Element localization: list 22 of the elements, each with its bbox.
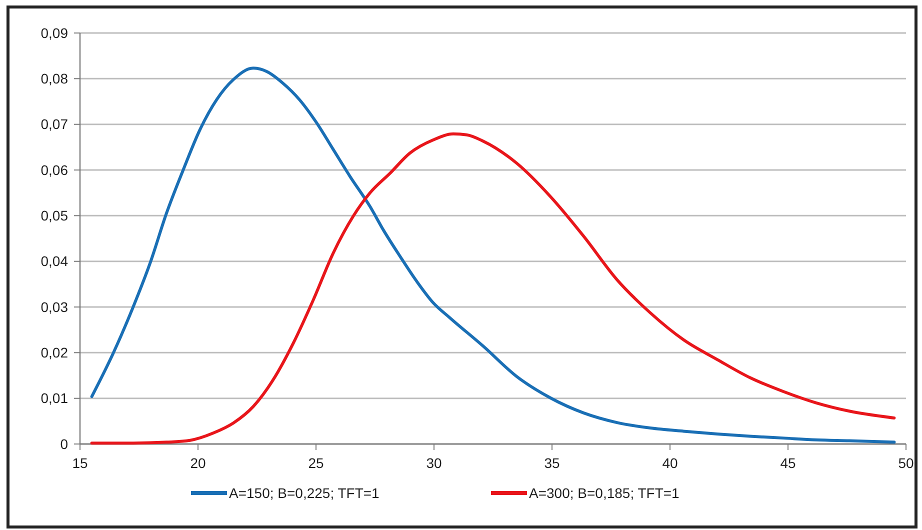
x-tick-label: 15: [72, 455, 88, 471]
y-tick-label: 0,08: [40, 70, 68, 87]
y-tick-label: 0: [60, 436, 68, 452]
y-tick-label: 0,04: [40, 253, 68, 270]
x-tick-label: 50: [898, 455, 914, 471]
x-tick-label: 45: [780, 455, 796, 471]
x-tick-label: 25: [308, 455, 324, 471]
x-tick-label: 30: [426, 455, 442, 471]
y-tick-label: 0,01: [40, 390, 68, 406]
x-tick-label: 35: [544, 455, 560, 471]
legend-label: A=150; B=0,225; TFT=1: [229, 484, 380, 501]
legend-label: A=300; B=0,185; TFT=1: [529, 484, 680, 501]
x-tick-label: 20: [190, 455, 206, 471]
y-tick-label: 0,09: [40, 24, 68, 41]
y-tick-label: 0,06: [40, 162, 68, 178]
y-tick-label: 0,03: [40, 298, 68, 315]
y-tick-label: 0,02: [40, 344, 68, 361]
x-tick-label: 40: [662, 455, 678, 471]
line-series: [90, 66, 896, 444]
y-tick-label: 0,05: [40, 208, 68, 224]
line-series: [90, 132, 896, 445]
y-tick-label: 0,07: [40, 116, 68, 132]
